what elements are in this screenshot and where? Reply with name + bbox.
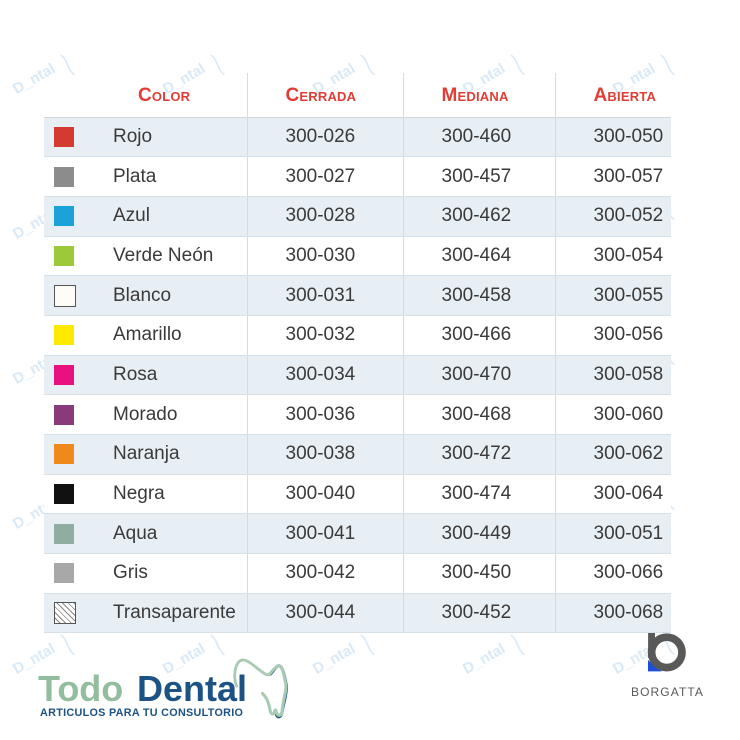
svg-text:BORGATTA: BORGATTA xyxy=(631,685,704,699)
